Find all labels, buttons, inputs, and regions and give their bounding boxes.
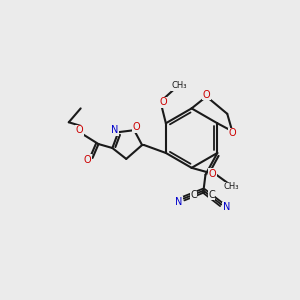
Text: O: O	[84, 155, 92, 165]
Text: O: O	[76, 125, 83, 135]
Text: O: O	[132, 122, 140, 132]
Text: O: O	[203, 89, 210, 100]
Text: O: O	[159, 98, 167, 107]
Text: N: N	[175, 196, 182, 206]
Text: CH₃: CH₃	[224, 182, 239, 191]
Text: O: O	[208, 169, 216, 179]
Text: C: C	[190, 190, 197, 200]
Text: CH₃: CH₃	[171, 81, 187, 90]
Text: N: N	[111, 125, 118, 135]
Text: C: C	[208, 190, 215, 200]
Text: N: N	[223, 202, 230, 212]
Text: O: O	[228, 128, 236, 138]
